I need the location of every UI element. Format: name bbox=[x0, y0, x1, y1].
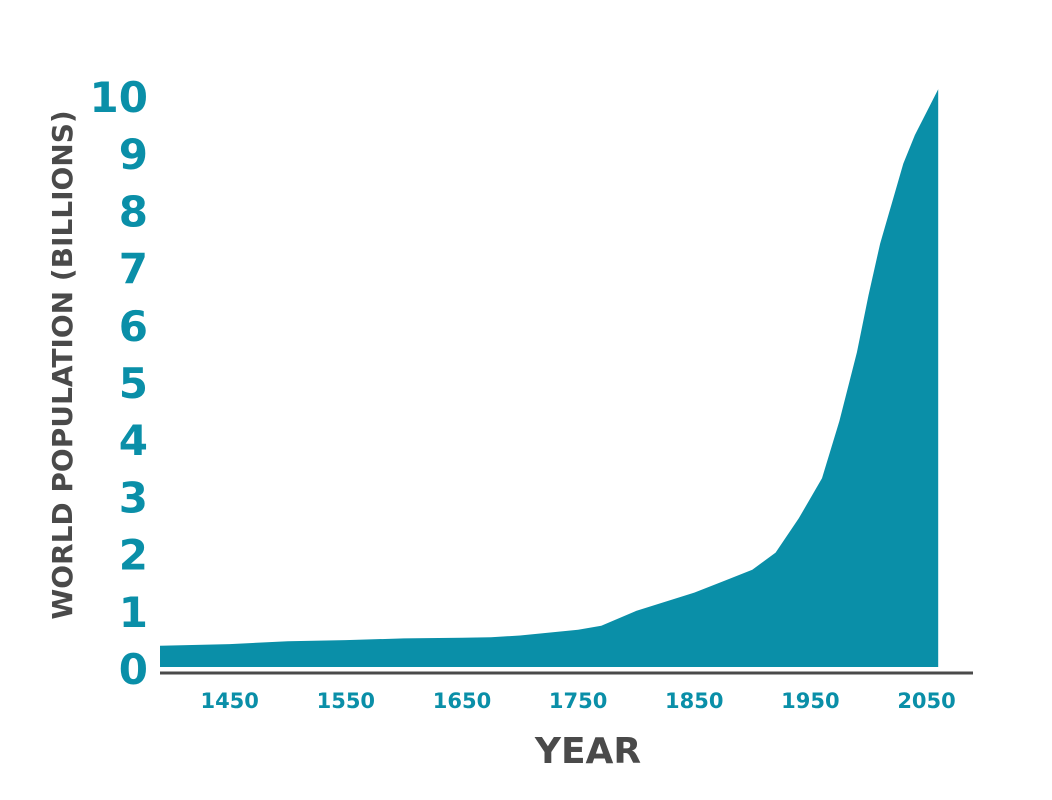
x-tick-label: 1950 bbox=[781, 689, 839, 713]
y-tick-label: 5 bbox=[119, 359, 148, 408]
y-tick-label: 3 bbox=[119, 473, 148, 522]
y-tick-label: 9 bbox=[119, 130, 148, 179]
x-tick-label: 1750 bbox=[549, 689, 607, 713]
x-tick-label: 1850 bbox=[665, 689, 723, 713]
x-tick-label: 1450 bbox=[200, 689, 258, 713]
y-tick-label: 0 bbox=[119, 645, 148, 694]
y-tick-label: 4 bbox=[119, 416, 148, 465]
x-tick-label: 1650 bbox=[433, 689, 491, 713]
y-tick-label: 1 bbox=[119, 588, 148, 637]
y-tick-label: 10 bbox=[90, 73, 148, 122]
y-tick-label: 8 bbox=[119, 187, 148, 236]
population-area bbox=[160, 89, 939, 668]
y-tick-label: 7 bbox=[119, 245, 148, 294]
y-axis-title: WORLD POPULATION (BILLIONS) bbox=[46, 110, 79, 619]
y-tick-label: 6 bbox=[119, 302, 148, 351]
x-tick-label: 2050 bbox=[897, 689, 955, 713]
x-tick-label: 1550 bbox=[317, 689, 375, 713]
x-axis-title: YEAR bbox=[534, 731, 641, 772]
y-tick-label: 2 bbox=[119, 531, 148, 580]
